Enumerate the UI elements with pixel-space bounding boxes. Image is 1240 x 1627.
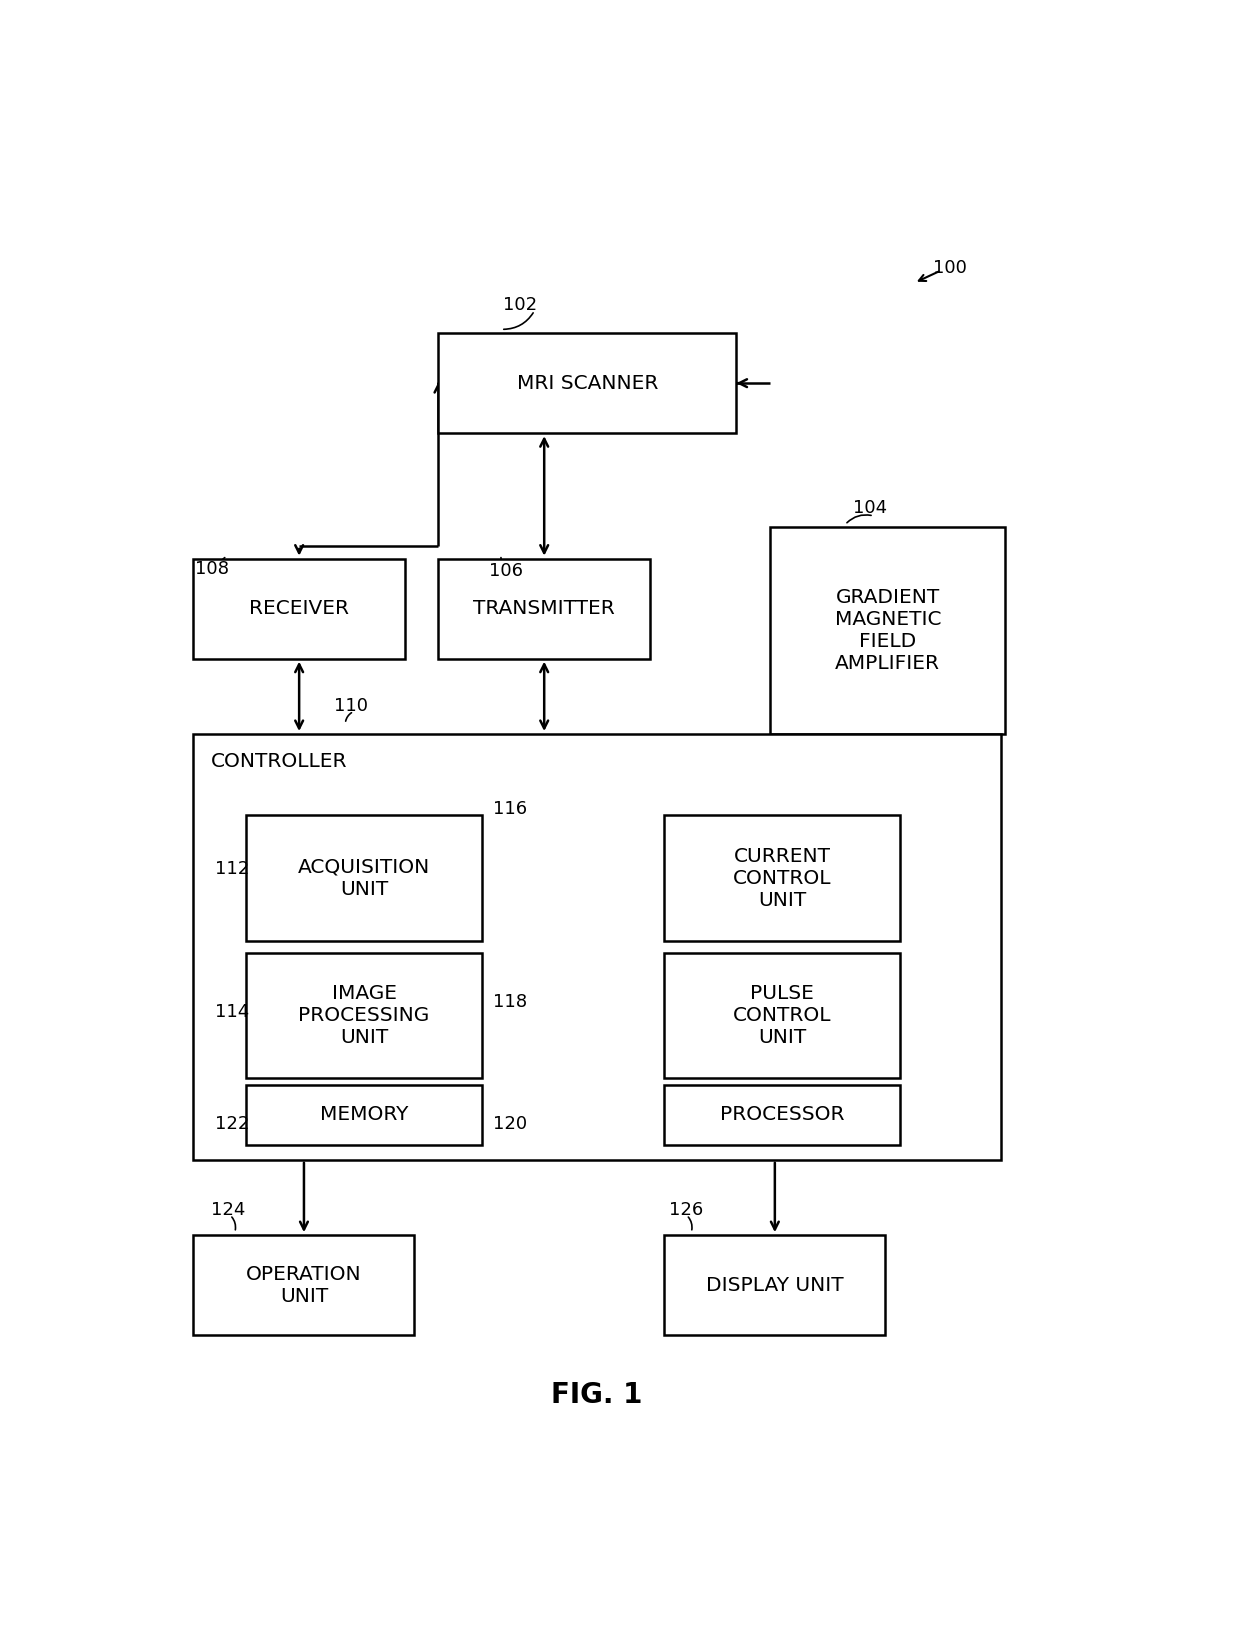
Bar: [665, 1085, 900, 1145]
Text: 118: 118: [494, 992, 527, 1010]
Bar: [247, 953, 481, 1079]
Bar: [247, 815, 481, 940]
Text: 124: 124: [211, 1201, 246, 1219]
Bar: [665, 1235, 885, 1336]
Text: 104: 104: [853, 499, 887, 517]
Text: MEMORY: MEMORY: [320, 1105, 408, 1124]
Text: 106: 106: [490, 561, 523, 581]
Text: 102: 102: [503, 296, 537, 314]
Bar: [439, 334, 737, 433]
Text: PULSE
CONTROL
UNIT: PULSE CONTROL UNIT: [733, 984, 831, 1048]
Text: GRADIENT
MAGNETIC
FIELD
AMPLIFIER: GRADIENT MAGNETIC FIELD AMPLIFIER: [835, 587, 941, 674]
Text: FIG. 1: FIG. 1: [552, 1381, 642, 1409]
Bar: [193, 558, 404, 659]
Text: IMAGE
PROCESSING
UNIT: IMAGE PROCESSING UNIT: [299, 984, 429, 1048]
Bar: [665, 815, 900, 940]
Text: CONTROLLER: CONTROLLER: [211, 752, 347, 771]
Bar: [665, 953, 900, 1079]
Text: RECEIVER: RECEIVER: [249, 599, 350, 618]
Text: 110: 110: [334, 698, 368, 716]
Text: 114: 114: [215, 1004, 249, 1022]
Bar: [770, 527, 1006, 734]
Text: MRI SCANNER: MRI SCANNER: [517, 374, 658, 392]
Text: 108: 108: [196, 560, 229, 578]
Text: TRANSMITTER: TRANSMITTER: [474, 599, 615, 618]
Text: 126: 126: [670, 1201, 703, 1219]
Text: ACQUISITION
UNIT: ACQUISITION UNIT: [298, 857, 430, 898]
Bar: [193, 1235, 414, 1336]
Text: 116: 116: [494, 800, 527, 818]
Text: 120: 120: [494, 1114, 527, 1132]
Bar: [247, 1085, 481, 1145]
Text: CURRENT
CONTROL
UNIT: CURRENT CONTROL UNIT: [733, 846, 831, 909]
Text: DISPLAY UNIT: DISPLAY UNIT: [706, 1276, 843, 1295]
Bar: [193, 734, 1001, 1160]
Text: PROCESSOR: PROCESSOR: [719, 1105, 844, 1124]
Text: OPERATION
UNIT: OPERATION UNIT: [247, 1264, 362, 1305]
Text: 100: 100: [934, 259, 967, 277]
Bar: [439, 558, 650, 659]
Text: 112: 112: [215, 861, 249, 879]
Text: 122: 122: [215, 1114, 249, 1132]
